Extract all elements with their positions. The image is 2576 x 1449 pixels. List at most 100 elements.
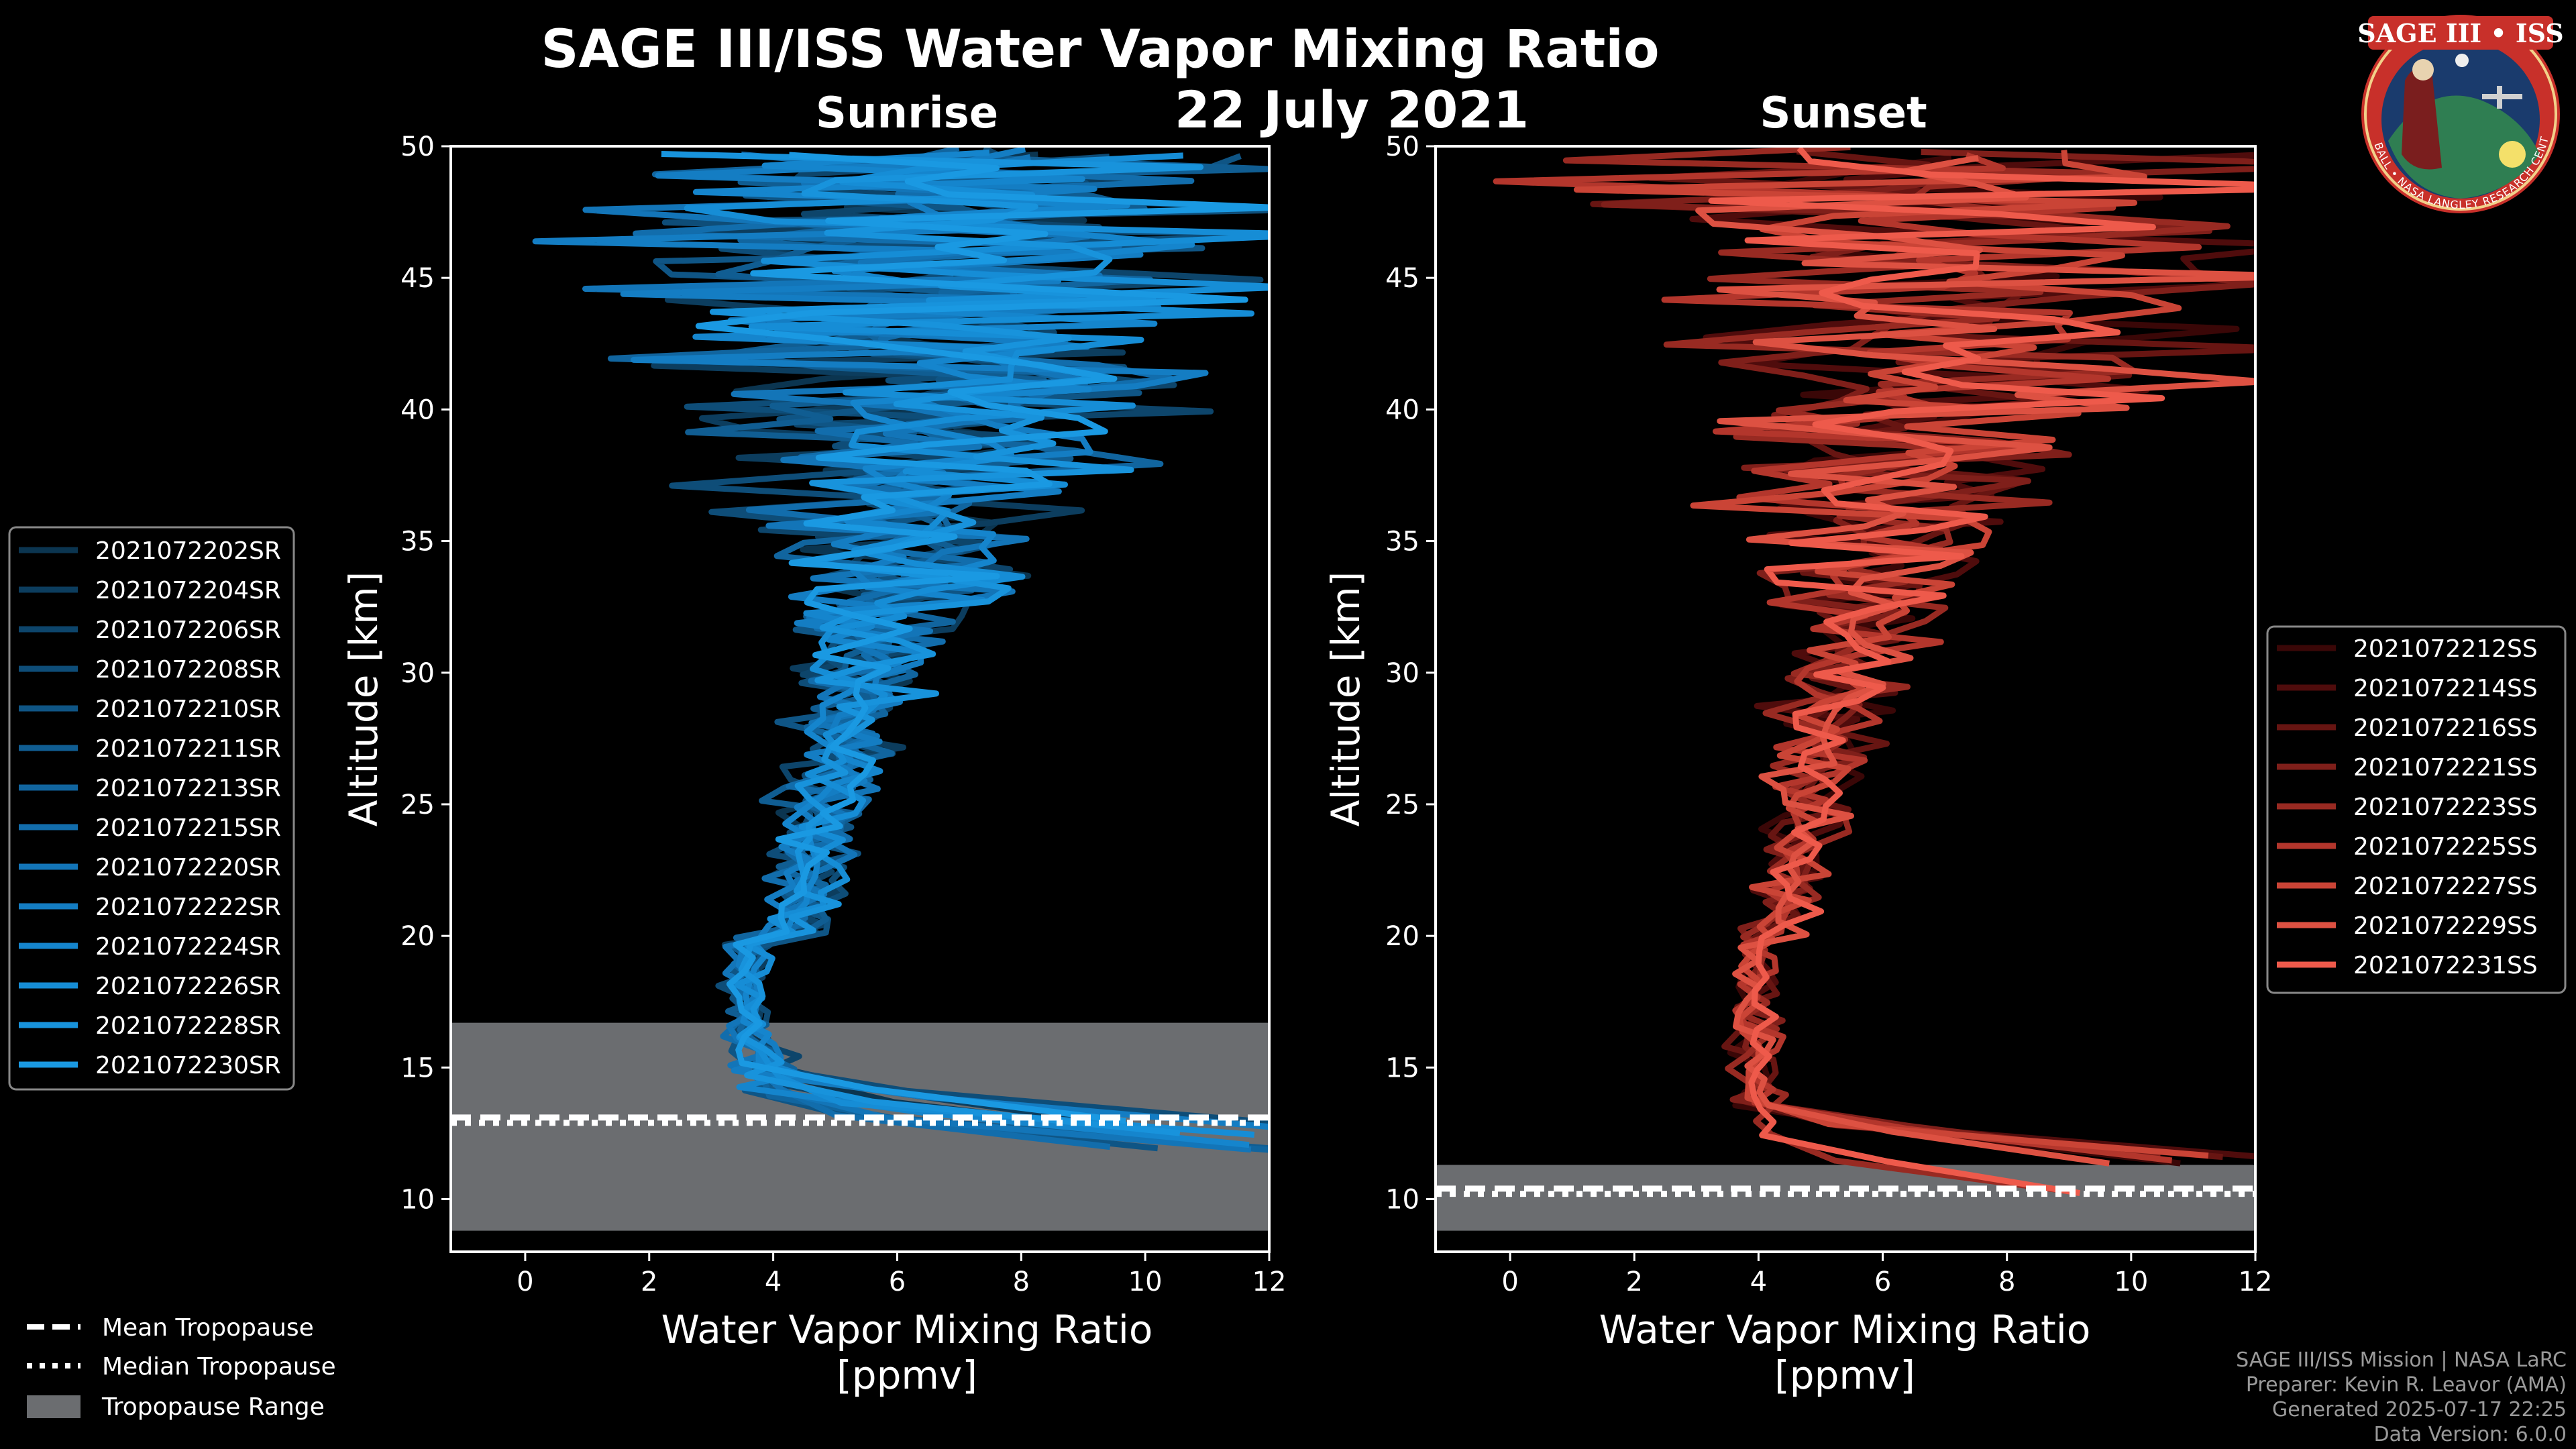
legend-label: 2021072230SR xyxy=(95,1052,281,1079)
sunrise-x-ticks: 0 2 4 6 8 10 12 xyxy=(517,1252,1286,1297)
legend-label: 2021072212SS xyxy=(2353,635,2538,663)
chart-title: SAGE III/ISS Water Vapor Mixing Ratio xyxy=(541,19,1659,80)
legend-label: 2021072229SS xyxy=(2353,912,2538,940)
sunset-y-label: Altitude [km] xyxy=(1323,572,1368,826)
astronomer-figure-icon xyxy=(2402,67,2442,170)
x-tick-label: 4 xyxy=(1750,1267,1767,1297)
y-tick-label: 45 xyxy=(1385,263,1419,294)
y-tick-label: 25 xyxy=(1385,790,1419,820)
x-tick-label: 2 xyxy=(1626,1267,1643,1297)
x-tick-label: 2 xyxy=(641,1267,657,1297)
y-tick-label: 10 xyxy=(400,1185,435,1216)
sunset-profile-line-2021072229SS xyxy=(1695,154,2255,1167)
legend-label: 2021072216SS xyxy=(2353,714,2538,742)
y-tick-label: 45 xyxy=(400,263,435,294)
chart-subtitle: 22 July 2021 xyxy=(1175,80,1529,140)
sunset-profiles xyxy=(1493,146,2255,1197)
y-tick-label: 20 xyxy=(1385,921,1419,952)
sunrise-profiles xyxy=(532,146,1269,1153)
x-tick-label: 12 xyxy=(1252,1267,1287,1297)
sunrise-profile-line-2021072230SR xyxy=(695,152,1269,1124)
sunset-x-label-line2: [ppmv] xyxy=(1774,1352,1915,1398)
legend-label: 2021072204SR xyxy=(95,577,281,604)
moon-icon xyxy=(2455,54,2469,67)
y-tick-label: 15 xyxy=(400,1053,435,1083)
legend-label: 2021072223SS xyxy=(2353,794,2538,821)
sunrise-legend: 2021072202SR 2021072204SR 2021072206SR 2021… xyxy=(8,526,295,1091)
y-tick-label: 35 xyxy=(1385,527,1419,557)
tropopause-range-swatch xyxy=(27,1395,80,1418)
credit-data-version: Data Version: 6.0.0 xyxy=(2374,1423,2567,1446)
legend-label: 2021072208SR xyxy=(95,656,281,684)
tropopause-legend: Mean Tropopause Median Tropopause Tropop… xyxy=(27,1314,336,1421)
x-tick-label: 6 xyxy=(889,1267,906,1297)
credits: SAGE III/ISS Mission | NASA LaRC Prepare… xyxy=(2236,1348,2567,1446)
mean-tropopause-label: Mean Tropopause xyxy=(102,1314,314,1342)
y-tick-label: 25 xyxy=(400,790,435,820)
legend-label: 2021072206SR xyxy=(95,616,281,644)
x-tick-label: 12 xyxy=(2239,1267,2273,1297)
sunset-tropopause-range xyxy=(1436,1165,2255,1231)
sunrise-axes-frame xyxy=(449,145,1271,1253)
sunset-legend: 2021072212SS 2021072214SS 2021072216SS 2021… xyxy=(2266,625,2567,994)
y-tick-label: 30 xyxy=(1385,658,1419,689)
sunset-axes-frame xyxy=(1434,145,2257,1253)
sunrise-y-ticks: 10 15 20 25 30 35 40 45 50 xyxy=(400,131,451,1216)
sunset-panel-title: Sunset xyxy=(1760,89,1927,138)
y-tick-label: 35 xyxy=(400,527,435,557)
sunset-profile-line-2021072227SS xyxy=(1573,150,2209,1159)
credit-generated: Generated 2025-07-17 22:25 xyxy=(2272,1398,2567,1421)
sunrise-panel: Sunrise 0 2 4 6 8 10 12 10 15 20 25 30 35 40 45 50 Wat… xyxy=(341,89,1286,1398)
sunset-x-ticks: 0 2 4 6 8 10 12 xyxy=(1501,1252,2272,1297)
legend-label: 2021072226SR xyxy=(95,973,281,1000)
sunrise-panel-title: Sunrise xyxy=(816,89,998,138)
y-tick-label: 15 xyxy=(1385,1053,1419,1083)
legend-label: 2021072202SR xyxy=(95,537,281,565)
median-tropopause-label: Median Tropopause xyxy=(102,1353,336,1381)
sunrise-legend-box xyxy=(8,526,295,1091)
x-tick-label: 6 xyxy=(1874,1267,1891,1297)
sun-icon xyxy=(2499,141,2526,168)
legend-label: 2021072210SR xyxy=(95,696,281,723)
x-tick-label: 0 xyxy=(1501,1267,1518,1297)
sunset-x-label-line1: Water Vapor Mixing Ratio xyxy=(1599,1307,2091,1352)
sunrise-x-label-line2: [ppmv] xyxy=(837,1352,977,1398)
legend-label: 2021072228SR xyxy=(95,1012,281,1040)
x-tick-label: 10 xyxy=(2114,1267,2148,1297)
y-tick-label: 50 xyxy=(400,131,435,162)
legend-label: 2021072215SR xyxy=(95,814,281,842)
y-tick-label: 30 xyxy=(400,658,435,689)
y-tick-label: 20 xyxy=(400,921,435,952)
sunrise-x-label-line1: Water Vapor Mixing Ratio xyxy=(661,1307,1153,1352)
sunset-legend-box xyxy=(2266,625,2567,994)
y-tick-label: 40 xyxy=(1385,394,1419,425)
y-tick-label: 10 xyxy=(1385,1185,1419,1216)
x-tick-label: 4 xyxy=(765,1267,782,1297)
tropopause-range-label: Tropopause Range xyxy=(101,1393,325,1421)
sunset-y-ticks: 10 15 20 25 30 35 40 45 50 xyxy=(1385,131,1436,1216)
legend-label: 2021072222SR xyxy=(95,894,281,921)
legend-label: 2021072225SS xyxy=(2353,833,2538,861)
x-tick-label: 8 xyxy=(1013,1267,1030,1297)
credit-preparer: Preparer: Kevin R. Leavor (AMA) xyxy=(2246,1373,2567,1397)
sunset-profile-line-2021072231SS xyxy=(1708,146,2255,1197)
x-tick-label: 0 xyxy=(517,1267,533,1297)
y-tick-label: 40 xyxy=(400,394,435,425)
legend-label: 2021072211SR xyxy=(95,735,281,763)
x-tick-label: 10 xyxy=(1128,1267,1163,1297)
legend-label: 2021072221SS xyxy=(2353,754,2538,782)
legend-label: 2021072224SR xyxy=(95,933,281,961)
sunset-panel: Sunset 0 2 4 6 8 10 12 10 15 20 25 30 35 40 45 50 Wate… xyxy=(1323,89,2272,1398)
sunrise-y-label: Altitude [km] xyxy=(341,572,386,826)
legend-label: 2021072213SR xyxy=(95,775,281,802)
legend-label: 2021072227SS xyxy=(2353,873,2538,900)
legend-label: 2021072231SS xyxy=(2353,952,2538,979)
sunset-profile-line-2021072225SS xyxy=(1493,152,2202,1164)
badge-title: SAGE III • ISS xyxy=(2357,18,2563,48)
legend-label: 2021072220SR xyxy=(95,854,281,881)
y-tick-label: 50 xyxy=(1385,131,1419,162)
x-tick-label: 8 xyxy=(1998,1267,2015,1297)
credit-mission: SAGE III/ISS Mission | NASA LaRC xyxy=(2236,1348,2567,1372)
legend-label: 2021072214SS xyxy=(2353,675,2538,702)
